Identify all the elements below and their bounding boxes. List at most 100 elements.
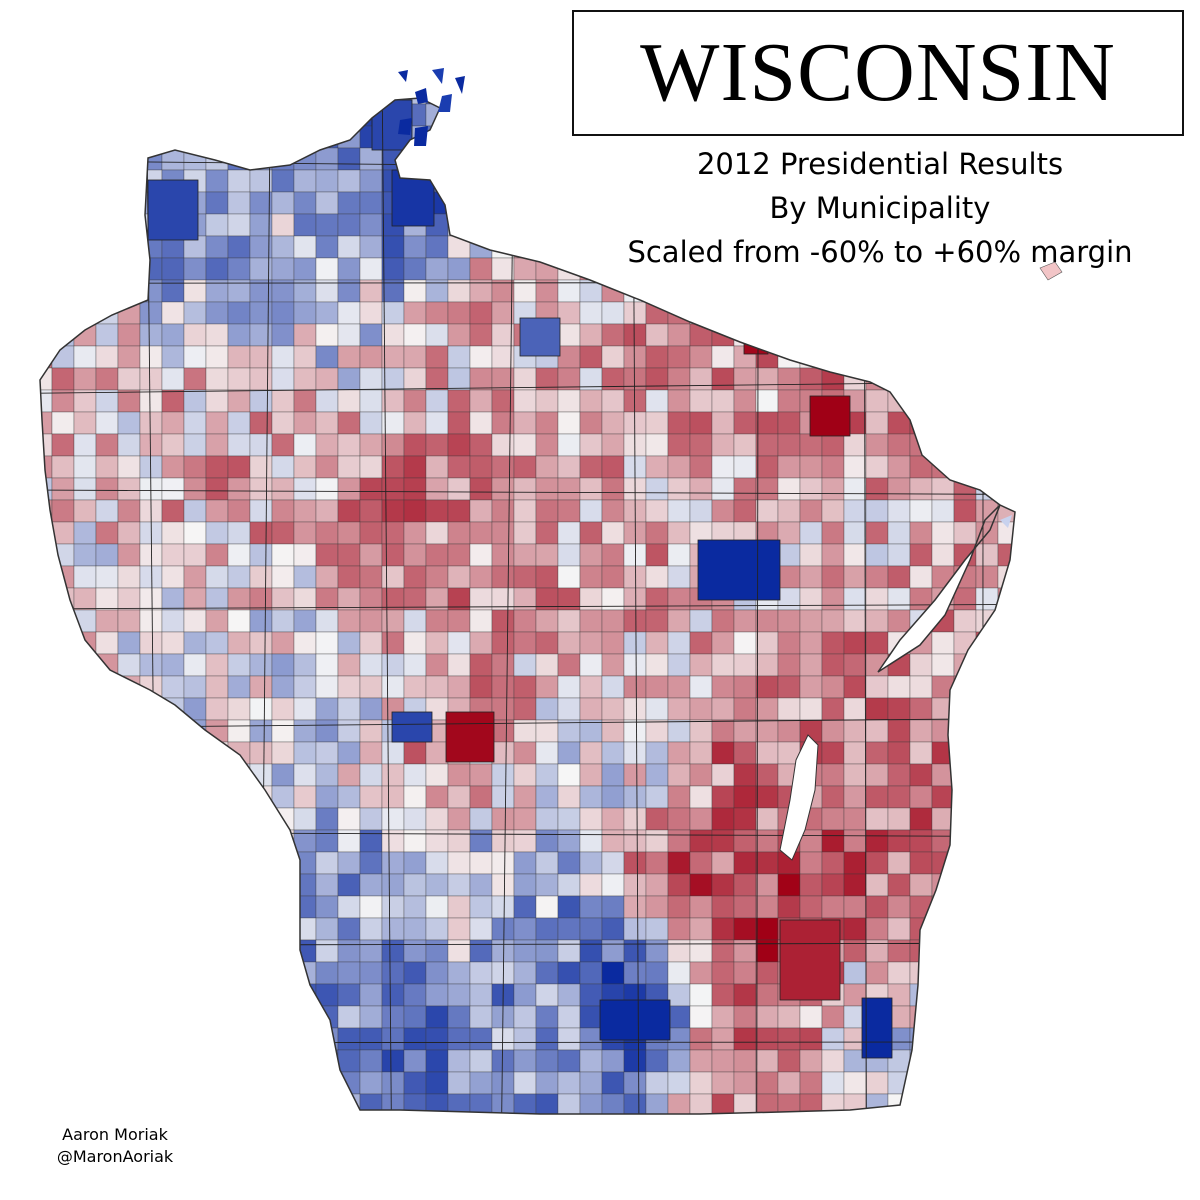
municipality-cell [51, 653, 75, 677]
municipality-cell [271, 257, 295, 281]
municipality-cell [249, 323, 273, 347]
municipality-cell [73, 917, 97, 941]
municipality-cell [315, 169, 339, 193]
municipality-cell [469, 851, 493, 875]
municipality-cell [403, 499, 427, 523]
municipality-cell [139, 543, 163, 567]
municipality-cell [557, 917, 581, 941]
municipality-cell [557, 323, 581, 347]
municipality-cell [447, 829, 471, 853]
municipality-cell [95, 807, 119, 831]
municipality-cell [1020, 1116, 1042, 1138]
municipality-cell [183, 587, 207, 611]
municipality-cell [469, 257, 493, 281]
municipality-cell [535, 389, 559, 413]
municipality-cell [249, 499, 273, 523]
municipality-cell [997, 807, 1015, 831]
municipality-cell [271, 763, 295, 787]
municipality-cell [40, 829, 53, 853]
municipality-cell [645, 499, 669, 523]
municipality-cell [975, 323, 999, 347]
municipality-cell [205, 565, 229, 589]
municipality-cell [315, 653, 339, 677]
municipality-cell [403, 873, 427, 897]
municipality-cell [205, 763, 229, 787]
municipality-cell [359, 411, 383, 435]
municipality-cell [293, 169, 317, 193]
municipality-cell [95, 873, 119, 897]
municipality-cell [95, 631, 119, 655]
municipality-cell [403, 257, 427, 281]
municipality-cell [953, 1027, 977, 1051]
municipality-cell [799, 543, 823, 567]
municipality-cell [403, 367, 427, 391]
municipality-cell [315, 389, 339, 413]
municipality-cell [887, 609, 911, 633]
municipality-cell [755, 741, 779, 765]
municipality-cell [799, 587, 823, 611]
municipality-cell [623, 697, 647, 721]
municipality-cell [40, 807, 53, 831]
municipality-cell [73, 235, 97, 259]
municipality-cell [183, 1049, 207, 1073]
municipality-cell [579, 345, 603, 369]
municipality-cell [887, 323, 911, 347]
municipality-cell [139, 807, 163, 831]
municipality-cell [73, 477, 97, 501]
municipality-cell [227, 741, 251, 765]
municipality-cell [381, 785, 405, 809]
municipality-cell [645, 279, 669, 303]
municipality-cell [1020, 1094, 1042, 1116]
municipality-cell [183, 323, 207, 347]
municipality-cell [359, 191, 383, 215]
municipality-cell [381, 345, 405, 369]
municipality-cell [95, 895, 119, 919]
municipality-cell [447, 1049, 471, 1073]
municipality-cell [293, 521, 317, 545]
municipality-cell [183, 1071, 207, 1095]
municipality-cell [777, 301, 801, 325]
municipality-cell [337, 455, 361, 479]
municipality-cell [249, 125, 273, 149]
municipality-cell [909, 301, 933, 325]
municipality-cell [249, 1027, 273, 1051]
municipality-cell [579, 1049, 603, 1073]
municipality-cell [139, 1027, 163, 1051]
municipality-cell [249, 697, 273, 721]
municipality-cell [447, 939, 471, 963]
municipality-cell [799, 895, 823, 919]
municipality-cell [975, 1049, 999, 1073]
municipality-cell [249, 103, 273, 127]
municipality-cell [469, 631, 493, 655]
municipality-cell [249, 1005, 273, 1029]
municipality-cell [910, 1116, 932, 1138]
municipality-cell [40, 631, 53, 655]
municipality-cell [557, 939, 581, 963]
municipality-cell [249, 873, 273, 897]
municipality-cell [51, 741, 75, 765]
municipality-cell [711, 345, 735, 369]
municipality-cell [755, 917, 779, 941]
municipality-cell [95, 719, 119, 743]
municipality-cell [73, 1093, 97, 1114]
municipality-cell [337, 235, 361, 259]
municipality-cell [755, 389, 779, 413]
municipality-cell [425, 785, 449, 809]
municipality-cell [139, 125, 163, 149]
municipality-cell [161, 1093, 185, 1114]
municipality-cell [843, 873, 867, 897]
municipality-cell [162, 60, 184, 82]
municipality-cell [711, 1027, 735, 1051]
municipality-cell [425, 389, 449, 413]
municipality-cell [799, 301, 823, 325]
municipality-cell [975, 1093, 999, 1114]
municipality-cell [293, 1049, 317, 1073]
municipality-cell [315, 1005, 339, 1029]
municipality-cell [865, 1071, 889, 1095]
municipality-cell [733, 433, 757, 457]
municipality-cell [359, 763, 383, 787]
municipality-cell [865, 895, 889, 919]
municipality-cell [272, 1116, 294, 1138]
municipality-cell [205, 917, 229, 941]
municipality-cell [579, 609, 603, 633]
